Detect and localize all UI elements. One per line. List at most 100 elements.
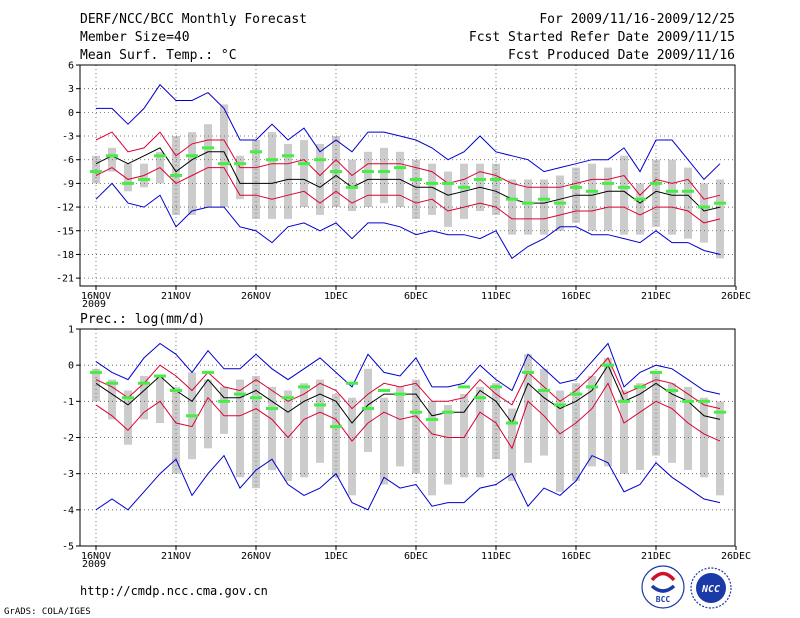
precipitation-observed-mark	[218, 399, 230, 403]
precipitation-observed-mark	[330, 425, 342, 429]
temperature-observed-mark	[330, 170, 342, 174]
precipitation-observed-mark	[490, 385, 502, 389]
bcc-logo-text: BCC	[656, 595, 671, 604]
temperature-ensemble-bar	[316, 143, 324, 215]
precipitation-ensemble-bar	[524, 354, 532, 463]
bcc-swirl-icon	[650, 571, 676, 582]
temperature-y-tick-label: -12	[56, 203, 74, 214]
ncc-logo-text: NCC	[701, 584, 720, 595]
forecast-started-date: Fcst Started Refer Date 2009/11/15	[469, 30, 735, 45]
precipitation-observed-mark	[682, 399, 694, 403]
temperature-y-tick-label: -18	[56, 250, 74, 261]
precipitation-ensemble-bar	[300, 383, 308, 478]
temperature-observed-mark	[426, 181, 438, 185]
temperature-ensemble-bar	[636, 183, 644, 235]
temperature-observed-mark	[106, 154, 118, 158]
temperature-ensemble-bar	[444, 171, 452, 227]
precipitation-observed-mark	[138, 381, 150, 385]
precipitation-ensemble-bar	[412, 379, 420, 474]
temperature-ensemble-bar	[428, 163, 436, 215]
temperature-y-tick-label: -21	[56, 274, 74, 285]
precipitation-observed-mark	[538, 388, 550, 392]
temperature-observed-mark	[714, 201, 726, 205]
temperature-series-lines	[95, 83, 721, 260]
temperature-x-ticks: 16NOV 21NOV 26NOV 1DEC 6DEC 11DEC 16DEC 21DEC 26…	[81, 286, 751, 302]
precipitation-observed-mark	[346, 381, 358, 385]
precipitation-ensemble-bar	[364, 368, 372, 452]
precipitation-ensemble-bar	[540, 368, 548, 456]
temperature-series-mean	[95, 147, 721, 212]
precipitation-ensemble-bar	[476, 386, 484, 478]
precipitation-observed-mark	[266, 407, 278, 411]
temperature-y-tick-label: 6	[68, 61, 74, 72]
grads-credit: GrADS: COLA/IGES	[4, 607, 91, 617]
precipitation-x-tick-label: 1DEC	[324, 551, 348, 562]
precipitation-y-tick-label: -5	[62, 542, 74, 553]
temperature-observed-mark	[538, 197, 550, 201]
precipitation-ensemble-bar	[716, 401, 724, 496]
precipitation-observed-mark	[714, 410, 726, 414]
ncc-logo: NCC	[690, 567, 732, 609]
precipitation-observed-mark	[394, 392, 406, 396]
precipitation-ensemble-bar	[396, 386, 404, 467]
temperature-observed-mark	[394, 166, 406, 170]
precipitation-year-label: 2009	[82, 559, 106, 570]
precipitation-ensemble-bar	[124, 390, 132, 445]
precipitation-series-min	[95, 454, 721, 511]
precipitation-x-tick-label: 21DEC	[641, 551, 671, 562]
precipitation-observed-mark	[186, 414, 198, 418]
precipitation-ensemble-bar	[588, 376, 596, 467]
precipitation-observed-mark	[458, 385, 470, 389]
temperature-grid	[80, 65, 735, 286]
precipitation-observed-mark	[362, 407, 374, 411]
temperature-observed-mark	[250, 150, 262, 154]
globe-icon	[696, 573, 726, 603]
precipitation-y-tick-label: -4	[62, 505, 74, 516]
temperature-observed-mark	[458, 185, 470, 189]
precipitation-y-tick-label: 0	[68, 361, 74, 372]
precipitation-observed-mark	[90, 370, 102, 374]
temperature-series-min	[95, 182, 721, 260]
precipitation-ensemble-bar	[140, 376, 148, 420]
precipitation-ensemble-bar	[236, 379, 244, 478]
temperature-y-tick-label: -3	[62, 132, 74, 143]
precipitation-ensemble-bars	[92, 354, 724, 496]
precipitation-x-tick-label: 26DEC	[721, 551, 751, 562]
precipitation-observed-mark	[522, 370, 534, 374]
precipitation-y-tick-label: -2	[62, 433, 74, 444]
precipitation-x-tick-label: 16DEC	[561, 551, 591, 562]
temperature-ensemble-bar	[124, 163, 132, 192]
precipitation-ensemble-bar	[332, 394, 340, 478]
precipitation-x-ticks: 16NOV 21NOV 26NOV 1DEC 6DEC 11DEC 16DEC 21DEC 26…	[81, 546, 751, 562]
precipitation-ensemble-bar	[172, 386, 180, 474]
temperature-observed-mark	[522, 201, 534, 205]
precipitation-series-mean	[95, 364, 721, 425]
precipitation-observed-mark	[666, 388, 678, 392]
precipitation-y-tick-label: 1	[68, 325, 74, 336]
temperature-ensemble-bar	[188, 132, 196, 215]
precipitation-ensemble-bar	[668, 383, 676, 463]
temperature-ensemble-bar	[620, 155, 628, 235]
precipitation-observed-mark	[314, 403, 326, 407]
temperature-observed-mark	[298, 162, 310, 166]
temperature-observed-mark	[266, 158, 278, 162]
temperature-ensemble-bar	[236, 155, 244, 200]
precipitation-ensemble-bar	[620, 390, 628, 474]
temperature-observed-mark	[186, 154, 198, 158]
temperature-y-tick-label: 3	[68, 84, 74, 95]
precipitation-observed-mark	[634, 385, 646, 389]
precipitation-observed-mark	[282, 396, 294, 400]
precipitation-observed-mark	[426, 417, 438, 421]
precipitation-observed-mark	[202, 370, 214, 374]
precipitation-y-ticks: 1 0 -1 -2 -3 -4 -5	[62, 325, 80, 553]
source-url[interactable]: http://cmdp.ncc.cma.gov.cn	[80, 584, 268, 598]
precipitation-observed-mark	[586, 385, 598, 389]
temperature-series-upper	[95, 131, 721, 200]
temperature-series-max	[96, 83, 721, 181]
precipitation-series-max	[95, 342, 721, 395]
bcc-logo: BCC	[641, 565, 685, 609]
precipitation-ensemble-bar	[108, 379, 116, 420]
precipitation-x-tick-label: 11DEC	[481, 551, 511, 562]
precipitation-ensemble-bar	[380, 397, 388, 485]
precipitation-ensemble-bar	[284, 390, 292, 481]
